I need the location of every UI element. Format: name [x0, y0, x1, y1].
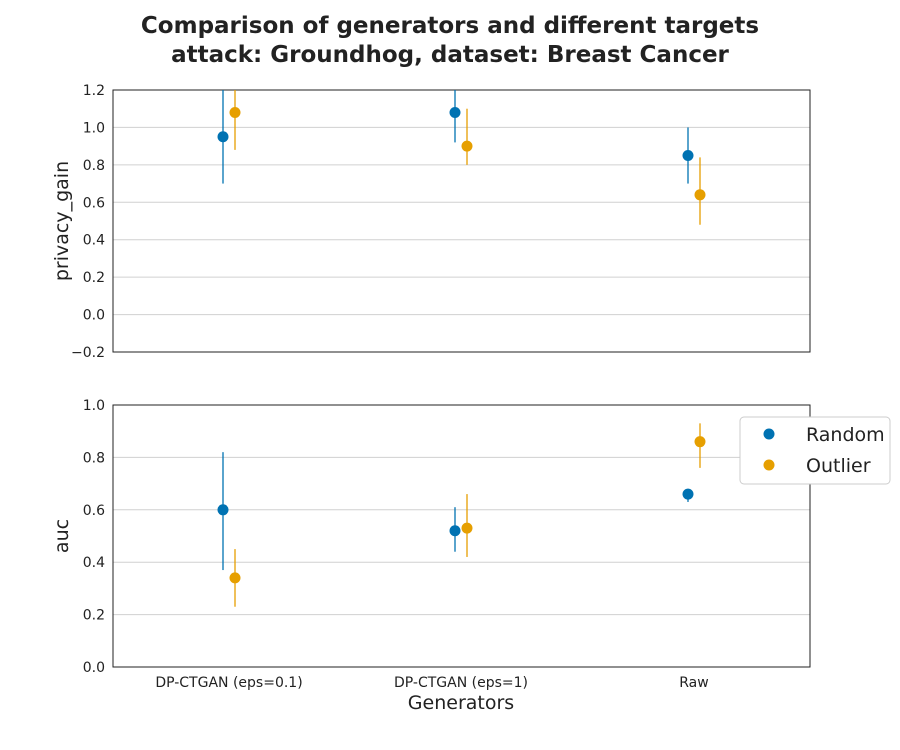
point-outlier	[229, 572, 241, 584]
legend-label-random: Random	[806, 424, 885, 446]
subplots: −0.2 0.0 0.2 0.4 0.6 0.8 1.0 1.2 privacy_gain 0.0…	[51, 83, 811, 676]
plot-frame	[112, 89, 811, 353]
legend-label-outlier: Outlier	[806, 455, 871, 477]
y-tick-label: 0.0	[83, 308, 105, 324]
point-random	[449, 525, 461, 537]
legend-marker-random	[763, 428, 775, 440]
x-tick-labels: DP-CTGAN (eps=0.1) DP-CTGAN (eps=1) Raw	[155, 675, 708, 691]
point-random	[217, 131, 229, 143]
subplot-2: 0.0 0.2 0.4 0.6 0.8 1.0 auc	[51, 398, 811, 676]
chart-title-line-1: Comparison of generators and different t…	[141, 13, 759, 39]
point-random	[682, 488, 694, 500]
point-outlier	[694, 436, 706, 448]
legend-box	[739, 416, 891, 485]
x-axis-label: Generators	[408, 692, 514, 714]
x-tick-label: DP-CTGAN (eps=1)	[394, 675, 528, 691]
y-tick-label: 1.2	[83, 83, 105, 99]
y-tick-label: 0.6	[83, 503, 105, 519]
x-tick-label: Raw	[679, 675, 708, 691]
y-tick-label: 0.2	[83, 608, 105, 624]
plot-frame	[112, 404, 811, 668]
point-random	[682, 150, 694, 161]
y-tick-label: 0.6	[83, 195, 105, 211]
y-tick-label: −0.2	[71, 345, 105, 361]
x-tick-label: DP-CTGAN (eps=0.1)	[155, 675, 302, 691]
point-outlier	[229, 106, 241, 118]
point-outlier	[461, 140, 473, 152]
subplot-1: −0.2 0.0 0.2 0.4 0.6 0.8 1.0 1.2 privacy_gain	[51, 83, 811, 361]
y-tick-label: 1.0	[83, 398, 105, 414]
y-axis-label: auc	[51, 519, 73, 553]
point-random	[449, 106, 461, 118]
y-tick-label: 0.4	[83, 555, 105, 571]
y-tick-label: 0.8	[83, 450, 105, 466]
point-outlier	[694, 189, 706, 201]
legend: Random Outlier	[739, 416, 891, 485]
y-tick-label: 0.4	[83, 233, 105, 249]
point-outlier	[461, 522, 473, 534]
y-tick-label: 0.2	[83, 270, 105, 286]
y-tick-label: 1.0	[83, 120, 105, 136]
y-tick-label: 0.0	[83, 660, 105, 676]
point-random	[217, 504, 229, 516]
legend-marker-outlier	[763, 459, 775, 471]
y-axis-label: privacy_gain	[51, 161, 73, 281]
chart-title-line-2: attack: Groundhog, dataset: Breast Cance…	[171, 42, 729, 68]
y-tick-label: 0.8	[83, 158, 105, 174]
